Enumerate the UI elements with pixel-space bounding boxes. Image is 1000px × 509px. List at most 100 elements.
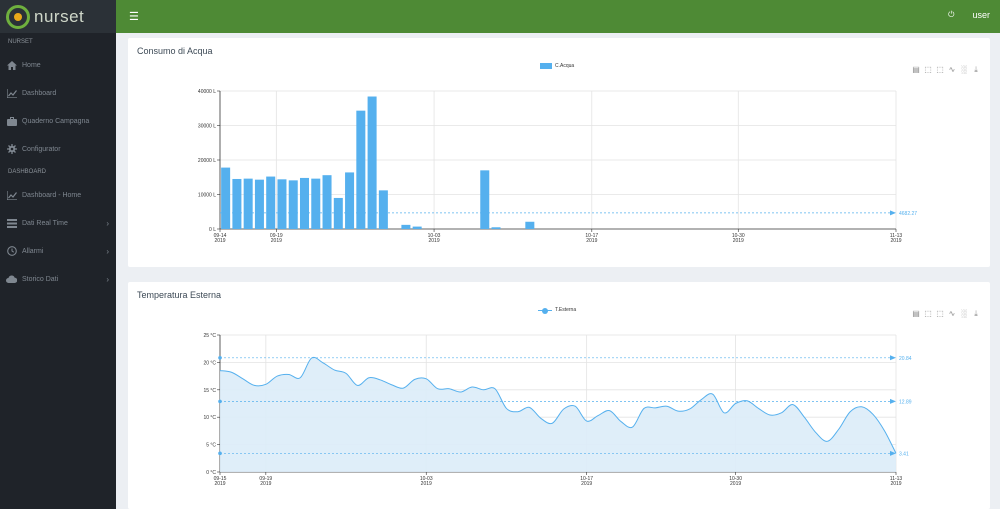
mark-line-start-dot bbox=[218, 399, 222, 404]
zoom-icon[interactable]: ⬚ bbox=[924, 65, 932, 74]
y-tick-label: 10000 L bbox=[198, 193, 216, 199]
mark-line-arrow bbox=[890, 355, 896, 361]
chevron-right-icon: › bbox=[106, 246, 109, 256]
gear-icon bbox=[6, 144, 17, 154]
list-icon bbox=[6, 218, 17, 228]
x-tick-label: 10-30 bbox=[732, 233, 745, 239]
x-tick-label: 10-03 bbox=[420, 476, 433, 482]
temperature-area-chart: 0 °C5 °C10 °C15 °C20 °C25 °C09-15201909-… bbox=[203, 333, 912, 487]
temperature-area bbox=[220, 357, 896, 472]
line-chart-icon[interactable]: ∿ bbox=[948, 65, 956, 74]
bar bbox=[232, 178, 242, 229]
zoom-reset-icon[interactable]: ⬚ bbox=[936, 65, 944, 74]
bar bbox=[525, 221, 535, 229]
sidebar-item-allarmi[interactable]: Allarmi › bbox=[0, 237, 116, 265]
bar bbox=[288, 180, 298, 229]
sidebar-section-label: DASHBOARD bbox=[8, 169, 47, 175]
chart-toolbox: ▤ ⬚ ⬚ ∿ ░ ⤓ bbox=[912, 309, 980, 318]
mark-line-label: 20.84 bbox=[899, 356, 912, 362]
panel-title: Temperatura Esterna bbox=[137, 290, 222, 300]
x-tick-label: 11-13 bbox=[890, 476, 903, 482]
x-tick-year-label: 2019 bbox=[214, 481, 225, 487]
zoom-reset-icon[interactable]: ⬚ bbox=[936, 309, 944, 318]
sidebar-item-home[interactable]: Home bbox=[0, 51, 116, 79]
bar bbox=[254, 179, 264, 229]
x-tick-year-label: 2019 bbox=[421, 481, 432, 487]
menu-icon[interactable]: ☰ bbox=[129, 11, 139, 23]
x-tick-label: 09-19 bbox=[259, 476, 272, 482]
sidebar-item-configurator[interactable]: Configurator bbox=[0, 135, 116, 163]
brand-name: nurset bbox=[34, 6, 85, 26]
y-tick-label: 30000 L bbox=[198, 124, 216, 130]
logo-icon bbox=[6, 4, 30, 29]
chart-icon bbox=[6, 88, 17, 98]
sidebar-item-storico-dati[interactable]: Storico Dati › bbox=[0, 265, 116, 293]
bar-chart-icon[interactable]: ░ bbox=[961, 65, 967, 74]
bar bbox=[480, 170, 490, 229]
external-temperature-panel: Temperatura Esterna T.Esterna ▤ ⬚ ⬚ ∿ ░ … bbox=[128, 282, 990, 509]
data-view-icon[interactable]: ▤ bbox=[912, 65, 920, 74]
sidebar-item-dashboard-home[interactable]: Dashboard - Home bbox=[0, 181, 116, 209]
sidebar-item-dati-real-time[interactable]: Dati Real Time › bbox=[0, 209, 116, 237]
x-tick-year-label: 2019 bbox=[890, 238, 901, 244]
x-tick-year-label: 2019 bbox=[730, 481, 741, 487]
bar bbox=[299, 177, 310, 229]
topbar: ☰ ⏻ user bbox=[116, 0, 1000, 33]
sidebar-item-label: Quaderno Campagna bbox=[22, 117, 90, 125]
legend-swatch bbox=[538, 307, 552, 314]
x-tick-label: 10-03 bbox=[428, 233, 441, 239]
x-tick-year-label: 2019 bbox=[271, 238, 282, 244]
power-icon[interactable]: ⏻ bbox=[948, 10, 955, 19]
bar bbox=[367, 96, 377, 229]
x-tick-label: 10-17 bbox=[585, 233, 598, 239]
y-tick-label: 25 °C bbox=[203, 333, 216, 339]
temperature-line bbox=[219, 356, 897, 454]
sidebar-item-label: Storico Dati bbox=[22, 275, 59, 283]
bar bbox=[345, 172, 355, 229]
zoom-icon[interactable]: ⬚ bbox=[924, 309, 932, 318]
y-tick-label: 20 °C bbox=[203, 360, 216, 366]
mark-line-arrow bbox=[890, 450, 896, 456]
y-tick-label: 5 °C bbox=[206, 443, 216, 449]
legend-swatch bbox=[540, 63, 552, 69]
x-tick-year-label: 2019 bbox=[429, 238, 440, 244]
mark-line-start-dot bbox=[218, 451, 222, 456]
briefcase-icon bbox=[6, 116, 17, 126]
x-tick-year-label: 2019 bbox=[260, 481, 271, 487]
mark-line-start-dot bbox=[218, 355, 222, 360]
bar bbox=[266, 176, 276, 229]
data-view-icon[interactable]: ▤ bbox=[912, 309, 920, 318]
brand[interactable]: nurset bbox=[0, 0, 116, 33]
chart-legend[interactable]: T.Esterna bbox=[538, 307, 577, 314]
bar bbox=[412, 226, 422, 229]
bar bbox=[243, 178, 253, 229]
clock-icon bbox=[6, 246, 17, 256]
cloud-icon bbox=[6, 274, 17, 284]
panel-title: Consumo di Acqua bbox=[137, 46, 213, 56]
mark-line-arrow bbox=[890, 210, 896, 216]
download-icon[interactable]: ⤓ bbox=[974, 65, 978, 74]
x-tick-label: 10-17 bbox=[580, 476, 593, 482]
sidebar-item-quaderno-campagna[interactable]: Quaderno Campagna bbox=[0, 107, 116, 135]
line-chart-icon[interactable]: ∿ bbox=[948, 309, 956, 318]
sidebar-item-label: Dashboard bbox=[22, 89, 57, 97]
bar-chart-icon[interactable]: ░ bbox=[961, 309, 967, 318]
mark-line-label: 3.41 bbox=[899, 451, 909, 457]
sidebar-item-label: Configurator bbox=[22, 145, 61, 153]
chart-legend[interactable]: C.Acqua bbox=[540, 63, 574, 69]
sidebar: nurset NURSET Home Dashboard Quaderno Campa… bbox=[0, 0, 116, 509]
sidebar-item-label: Allarmi bbox=[22, 247, 44, 255]
bar bbox=[356, 110, 366, 229]
download-icon[interactable]: ⤓ bbox=[974, 309, 978, 318]
user-menu: ⏻ user bbox=[948, 10, 990, 20]
sidebar-item-label: Home bbox=[22, 61, 41, 69]
mark-line-label: 4682.27 bbox=[899, 211, 917, 217]
y-tick-label: 0 °C bbox=[206, 470, 216, 476]
x-tick-label: 09-19 bbox=[270, 233, 283, 239]
sidebar-item-dashboard[interactable]: Dashboard bbox=[0, 79, 116, 107]
bar bbox=[322, 175, 332, 229]
legend-label: T.Esterna bbox=[555, 307, 577, 313]
y-tick-label: 0 L bbox=[209, 227, 216, 233]
username[interactable]: user bbox=[972, 10, 990, 20]
